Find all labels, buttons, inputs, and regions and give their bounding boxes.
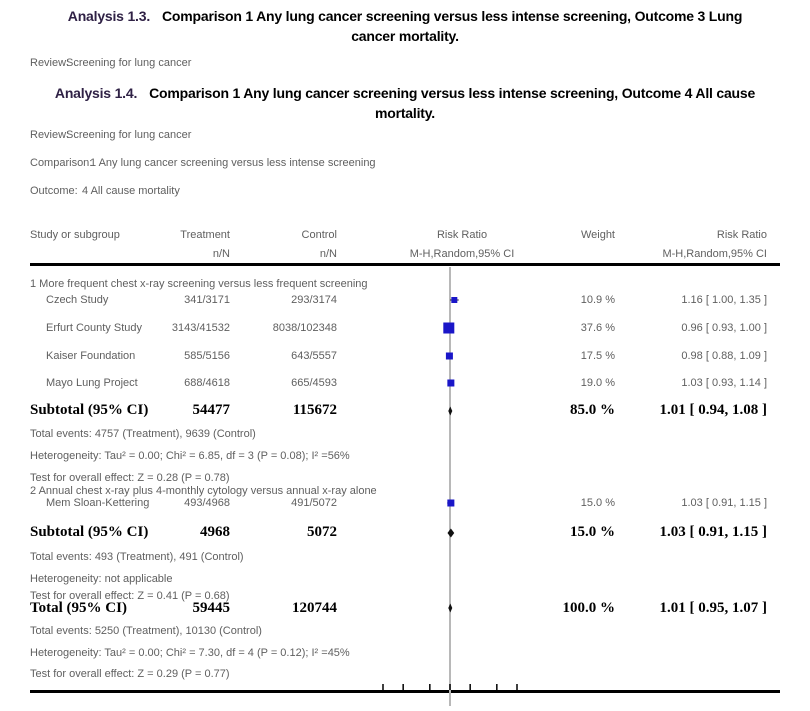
col-subheader-ci-method-plot: M-H,Random,95% CI: [409, 248, 515, 260]
weight-value: 15.0 %: [570, 524, 615, 540]
treatment-nN: 585/5156: [184, 350, 230, 362]
risk-ratio-value: 1.01 [ 0.94, 1.08 ]: [659, 402, 768, 418]
control-nN: 643/5557: [291, 350, 337, 362]
control-nN: 293/3174: [291, 294, 337, 306]
treatment-nN: 341/3171: [184, 294, 230, 306]
treatment-nN: 3143/41532: [171, 322, 230, 334]
control-total: 115672: [292, 402, 337, 418]
control-total: 120744: [292, 600, 337, 616]
treatment-total: 59445: [192, 600, 231, 616]
review-label: Review:: [30, 129, 70, 141]
col-header-risk-ratio-plot: Risk Ratio: [436, 229, 488, 241]
col-header-study: Study or subgroup: [30, 229, 120, 241]
study-name: Mem Sloan-Kettering: [46, 497, 150, 509]
weight-value: 15.0 %: [580, 497, 615, 509]
table-header-row-1: Study or subgroup Treatment Control Risk…: [0, 229, 810, 243]
heterogeneity-text: Heterogeneity: Tau² = 0.00; Chi² = 6.85,…: [30, 450, 350, 462]
control-nN: 491/5072: [291, 497, 337, 509]
col-subheader-control-nN: n/N: [319, 248, 337, 260]
total-label: Total (95% CI): [30, 600, 127, 616]
header-rule: [30, 263, 780, 266]
study-name: Erfurt County Study: [46, 322, 142, 334]
footer-rule: [30, 690, 780, 693]
overall-effect-text: Test for overall effect: Z = 0.41 (P = 0…: [30, 590, 230, 602]
total-row: Total (95% CI) 59445 120744 100.0 % 1.01…: [0, 600, 810, 617]
study-row-msk: Mem Sloan-Kettering 493/4968 491/5072 15…: [0, 497, 810, 511]
review-row-1: Review: Screening for lung cancer: [30, 57, 191, 69]
comparison-value: 1 Any lung cancer screening versus less …: [90, 157, 376, 169]
weight-value: 19.0 %: [580, 377, 615, 389]
control-nN: 8038/102348: [272, 322, 337, 334]
analysis-title-1-line-2: cancer mortality.: [351, 28, 459, 44]
treatment-nN: 688/4618: [184, 377, 230, 389]
control-nN: 665/4593: [291, 377, 337, 389]
review-value: Screening for lung cancer: [66, 129, 192, 141]
study-row-kaiser: Kaiser Foundation 585/5156 643/5557 17.5…: [0, 350, 810, 364]
subtotal-row-2: Subtotal (95% CI) 4968 5072 15.0 % 1.03 …: [0, 524, 810, 541]
total-events-text: Total events: 493 (Treatment), 491 (Cont…: [30, 551, 244, 563]
comparison-row: Comparison: 1 Any lung cancer screening …: [30, 157, 376, 169]
subgroup-1-heading: 1 More frequent chest x-ray screening ve…: [30, 278, 368, 290]
risk-ratio-value: 0.98 [ 0.88, 1.09 ]: [681, 350, 767, 362]
comparison-label: Comparison:: [30, 157, 93, 169]
analysis-number-1: Analysis 1.3.: [67, 8, 151, 24]
control-total: 5072: [307, 524, 337, 540]
subtotal-label: Subtotal (95% CI): [30, 402, 149, 418]
analysis-title-2-text: Comparison 1 Any lung cancer screening v…: [149, 85, 756, 101]
treatment-total: 4968: [200, 524, 230, 540]
col-header-control: Control: [301, 229, 337, 241]
col-header-treatment: Treatment: [180, 229, 230, 241]
analysis-number-2: Analysis 1.4.: [54, 85, 138, 101]
outcome-row: Outcome: 4 All cause mortality: [30, 185, 180, 197]
weight-value: 100.0 %: [562, 600, 616, 616]
risk-ratio-value: 0.96 [ 0.93, 1.00 ]: [681, 322, 767, 334]
subgroup-2-heading: 2 Annual chest x-ray plus 4-monthly cyto…: [30, 485, 377, 497]
total-events-text: Total events: 5250 (Treatment), 10130 (C…: [30, 625, 262, 637]
analysis-title-2-line-2: mortality.: [375, 105, 435, 121]
outcome-value: 4 All cause mortality: [82, 185, 180, 197]
study-name: Mayo Lung Project: [46, 377, 138, 389]
study-row-czech: Czech Study 341/3171 293/3174 10.9 % 1.1…: [0, 294, 810, 308]
study-name: Kaiser Foundation: [46, 350, 136, 362]
risk-ratio-value: 1.01 [ 0.95, 1.07 ]: [659, 600, 768, 616]
col-subheader-treatment-nN: n/N: [212, 248, 230, 260]
heterogeneity-text: Heterogeneity: not applicable: [30, 573, 173, 585]
study-row-mayo: Mayo Lung Project 688/4618 665/4593 19.0…: [0, 377, 810, 391]
weight-value: 10.9 %: [580, 294, 615, 306]
review-row-2: Review: Screening for lung cancer: [30, 129, 191, 141]
weight-value: 17.5 %: [580, 350, 615, 362]
risk-ratio-value: 1.03 [ 0.91, 1.15 ]: [681, 497, 767, 509]
col-header-weight: Weight: [580, 229, 615, 241]
risk-ratio-value: 1.16 [ 1.00, 1.35 ]: [681, 294, 767, 306]
treatment-total: 54477: [192, 402, 231, 418]
risk-ratio-value: 1.03 [ 0.91, 1.15 ]: [659, 524, 768, 540]
review-label: Review:: [30, 57, 70, 69]
analysis-title-2-line-1: Analysis 1.4. Comparison 1 Any lung cance…: [0, 85, 810, 101]
subtotal-label: Subtotal (95% CI): [30, 524, 149, 540]
heterogeneity-text: Heterogeneity: Tau² = 0.00; Chi² = 7.30,…: [30, 647, 350, 659]
review-value: Screening for lung cancer: [66, 57, 192, 69]
total-events-text: Total events: 4757 (Treatment), 9639 (Co…: [30, 428, 256, 440]
subtotal-row-1: Subtotal (95% CI) 54477 115672 85.0 % 1.…: [0, 402, 810, 419]
analysis-title-1-line-1: Analysis 1.3. Comparison 1 Any lung cance…: [0, 8, 810, 24]
outcome-label: Outcome:: [30, 185, 78, 197]
weight-value: 85.0 %: [570, 402, 615, 418]
weight-value: 37.6 %: [580, 322, 615, 334]
col-header-risk-ratio-text: Risk Ratio: [716, 229, 767, 241]
study-name: Czech Study: [46, 294, 109, 306]
overall-effect-text: Test for overall effect: Z = 0.29 (P = 0…: [30, 668, 230, 680]
study-row-erfurt: Erfurt County Study 3143/41532 8038/1023…: [0, 322, 810, 336]
risk-ratio-value: 1.03 [ 0.93, 1.14 ]: [681, 377, 767, 389]
analysis-title-1-text: Comparison 1 Any lung cancer screening v…: [162, 8, 743, 24]
treatment-nN: 493/4968: [184, 497, 230, 509]
table-header-row-2: n/N n/N M-H,Random,95% CI M-H,Random,95%…: [0, 248, 810, 262]
col-subheader-ci-method-text: M-H,Random,95% CI: [662, 248, 767, 260]
overall-effect-text: Test for overall effect: Z = 0.28 (P = 0…: [30, 472, 230, 484]
